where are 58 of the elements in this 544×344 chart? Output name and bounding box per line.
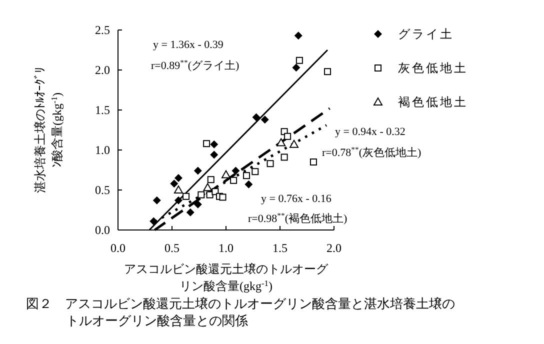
point [290, 140, 299, 148]
point [230, 176, 238, 184]
y-tick-label: 1.5 [95, 103, 110, 118]
point [194, 200, 202, 208]
point [174, 196, 182, 204]
point [324, 68, 332, 76]
point [219, 194, 226, 201]
x-tick-label: 0.0 [110, 241, 126, 255]
x-tick-label: 2.0 [326, 241, 342, 255]
point [284, 132, 292, 140]
point [152, 196, 161, 204]
point [186, 208, 194, 216]
point [222, 170, 230, 178]
x-tick-label: 1.0 [218, 241, 234, 255]
y-tick-label: 1.0 [95, 143, 110, 158]
point [203, 183, 212, 192]
annotation: r=0.78$^{**}$(灰色低地土) [322, 144, 422, 159]
legend-label: グライ土 [398, 27, 454, 41]
point [174, 186, 183, 194]
legend-label: 褐色低地土 [398, 95, 468, 109]
point [150, 217, 158, 226]
text: y = 0.94x - 0.32 [335, 126, 406, 138]
y-tick-label: 2.5 [95, 23, 110, 38]
point [294, 32, 302, 40]
point [198, 191, 205, 198]
point [170, 180, 178, 188]
annotation: r=0.89$^{**}$(グライ土) [151, 58, 240, 72]
point [182, 192, 190, 200]
annotation: r=0.98$^{**}$(褐色低地土) [248, 210, 348, 225]
point [210, 150, 218, 159]
point [260, 116, 269, 124]
point [252, 113, 260, 122]
point [207, 176, 214, 184]
point [243, 172, 250, 180]
point [210, 140, 218, 148]
point [252, 168, 259, 176]
point [244, 180, 253, 188]
y-tick-label: 2.0 [95, 63, 110, 78]
point [292, 64, 300, 72]
legend-label: 灰色低地土 [398, 61, 468, 75]
point [280, 154, 288, 161]
y-tick-label: 0.5 [95, 183, 110, 198]
text: 図２ アスコルビン酸還元土壌のトルオーグリン酸含量と湛水培養土壌のトルオーグリン酸含量との関係 [26, 296, 455, 328]
x-axis-title: アスコルビン酸還元土壌のトルオーグリン酸含量(gkg$^{-1}$) [124, 262, 329, 293]
point [194, 166, 202, 175]
point [174, 174, 182, 182]
point [232, 166, 240, 175]
annotation: y = 0.76x - 0.16 [261, 193, 332, 205]
point [276, 138, 286, 146]
y-tick-label: 0.0 [95, 223, 110, 238]
point [203, 140, 210, 148]
point [212, 188, 219, 196]
point [266, 160, 274, 168]
x-tick-label: 1.5 [272, 241, 288, 255]
point [296, 56, 303, 64]
annotation: y = 1.36x - 0.39 [153, 39, 224, 51]
x-tick-label: 0.5 [164, 241, 180, 255]
point [310, 158, 317, 166]
